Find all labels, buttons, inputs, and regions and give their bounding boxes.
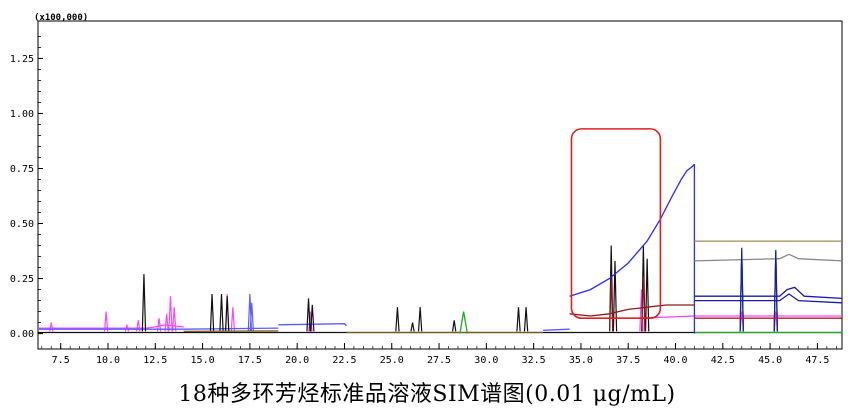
chromatogram-peak bbox=[516, 307, 521, 332]
chromatogram-peak bbox=[156, 318, 162, 332]
x-tick-label: 45.0 bbox=[758, 355, 782, 366]
series-line bbox=[569, 163, 695, 297]
x-tick-label: 40.0 bbox=[663, 355, 687, 366]
plot-frame bbox=[37, 20, 843, 350]
x-tick-label: 47.5 bbox=[805, 355, 829, 366]
y-scale-label: (x100,000) bbox=[34, 13, 88, 23]
highlight-box bbox=[570, 128, 662, 319]
chromatogram-traces bbox=[38, 163, 843, 334]
series-5 bbox=[569, 163, 696, 334]
series-1 bbox=[38, 293, 570, 332]
chromatogram-peak bbox=[230, 307, 236, 332]
x-axis: 7.5 10.0 12.5 15.0 17.5 20.0 22.5 25.0 27.5 30.0 3… bbox=[41, 343, 837, 366]
chromatogram-peak bbox=[641, 276, 646, 332]
series-line bbox=[38, 324, 184, 329]
chromatogram-peak bbox=[773, 249, 778, 332]
chromatogram-peak bbox=[612, 260, 618, 332]
chart-caption: 18种多环芳烃标准品溶液SIM谱图(0.01 μg/mL) bbox=[178, 382, 676, 407]
series-line bbox=[183, 330, 279, 333]
chromatogram-peak bbox=[103, 311, 109, 332]
series-line bbox=[459, 311, 469, 334]
series-line bbox=[543, 328, 570, 331]
chromatogram-peak bbox=[310, 304, 315, 332]
x-tick-label: 17.5 bbox=[238, 355, 262, 366]
x-tick-label: 35.0 bbox=[569, 355, 593, 366]
chromatogram-peak bbox=[739, 247, 744, 332]
x-tick-label: 30.0 bbox=[474, 355, 498, 366]
y-tick-label: 0.25 bbox=[10, 274, 34, 285]
chromatogram-peak bbox=[172, 307, 177, 332]
chromatogram-peak bbox=[644, 258, 650, 332]
series-line bbox=[569, 304, 695, 317]
y-tick-label: 1.00 bbox=[10, 109, 34, 120]
chromatogram-peak bbox=[609, 278, 614, 332]
chromatogram-peak bbox=[523, 307, 529, 332]
chromatogram-peak bbox=[209, 293, 215, 332]
x-tick-label: 32.5 bbox=[522, 355, 546, 366]
chromatogram-peak bbox=[249, 302, 254, 332]
series-line bbox=[694, 286, 843, 300]
y-tick-label: 0.75 bbox=[10, 164, 34, 175]
chromatogram-peak bbox=[219, 293, 224, 332]
y-tick-label: 0.50 bbox=[10, 219, 34, 230]
x-tick-label: 22.5 bbox=[332, 355, 356, 366]
chromatogram-peak bbox=[451, 320, 457, 332]
chromatogram-peak bbox=[49, 322, 54, 332]
chromatogram-peak bbox=[306, 298, 311, 332]
y-tick-label: 0.00 bbox=[10, 329, 34, 340]
series-3 bbox=[183, 330, 544, 334]
series-9 bbox=[694, 247, 843, 332]
x-tick-label: 12.5 bbox=[143, 355, 167, 366]
series-8 bbox=[694, 253, 843, 262]
x-tick-label: 25.0 bbox=[380, 355, 404, 366]
y-tick-label: 1.25 bbox=[10, 54, 34, 65]
x-tick-label: 15.0 bbox=[191, 355, 215, 366]
x-tick-label: 42.5 bbox=[711, 355, 735, 366]
series-line bbox=[278, 323, 347, 327]
chromatogram-peak bbox=[417, 307, 423, 332]
chromatogram-peak bbox=[164, 313, 169, 332]
y-axis: 0.00 0.25 0.50 0.75 1.00 1.25 bbox=[10, 36, 43, 340]
x-tick-label: 7.5 bbox=[52, 355, 70, 366]
chromatogram-peak bbox=[395, 307, 400, 332]
chromatogram-peak bbox=[410, 322, 415, 332]
x-tick-label: 10.0 bbox=[96, 355, 120, 366]
chromatogram-peak bbox=[168, 296, 173, 332]
chromatogram-peak bbox=[141, 274, 147, 332]
x-tick-label: 20.0 bbox=[285, 355, 309, 366]
series-line bbox=[38, 327, 279, 330]
chromatogram-peak bbox=[224, 296, 230, 332]
series-line bbox=[694, 253, 843, 262]
x-tick-label: 37.5 bbox=[616, 355, 640, 366]
x-tick-label: 27.5 bbox=[427, 355, 451, 366]
chromatogram-peak bbox=[136, 320, 141, 332]
series-6 bbox=[569, 276, 695, 332]
series-line bbox=[694, 293, 843, 304]
